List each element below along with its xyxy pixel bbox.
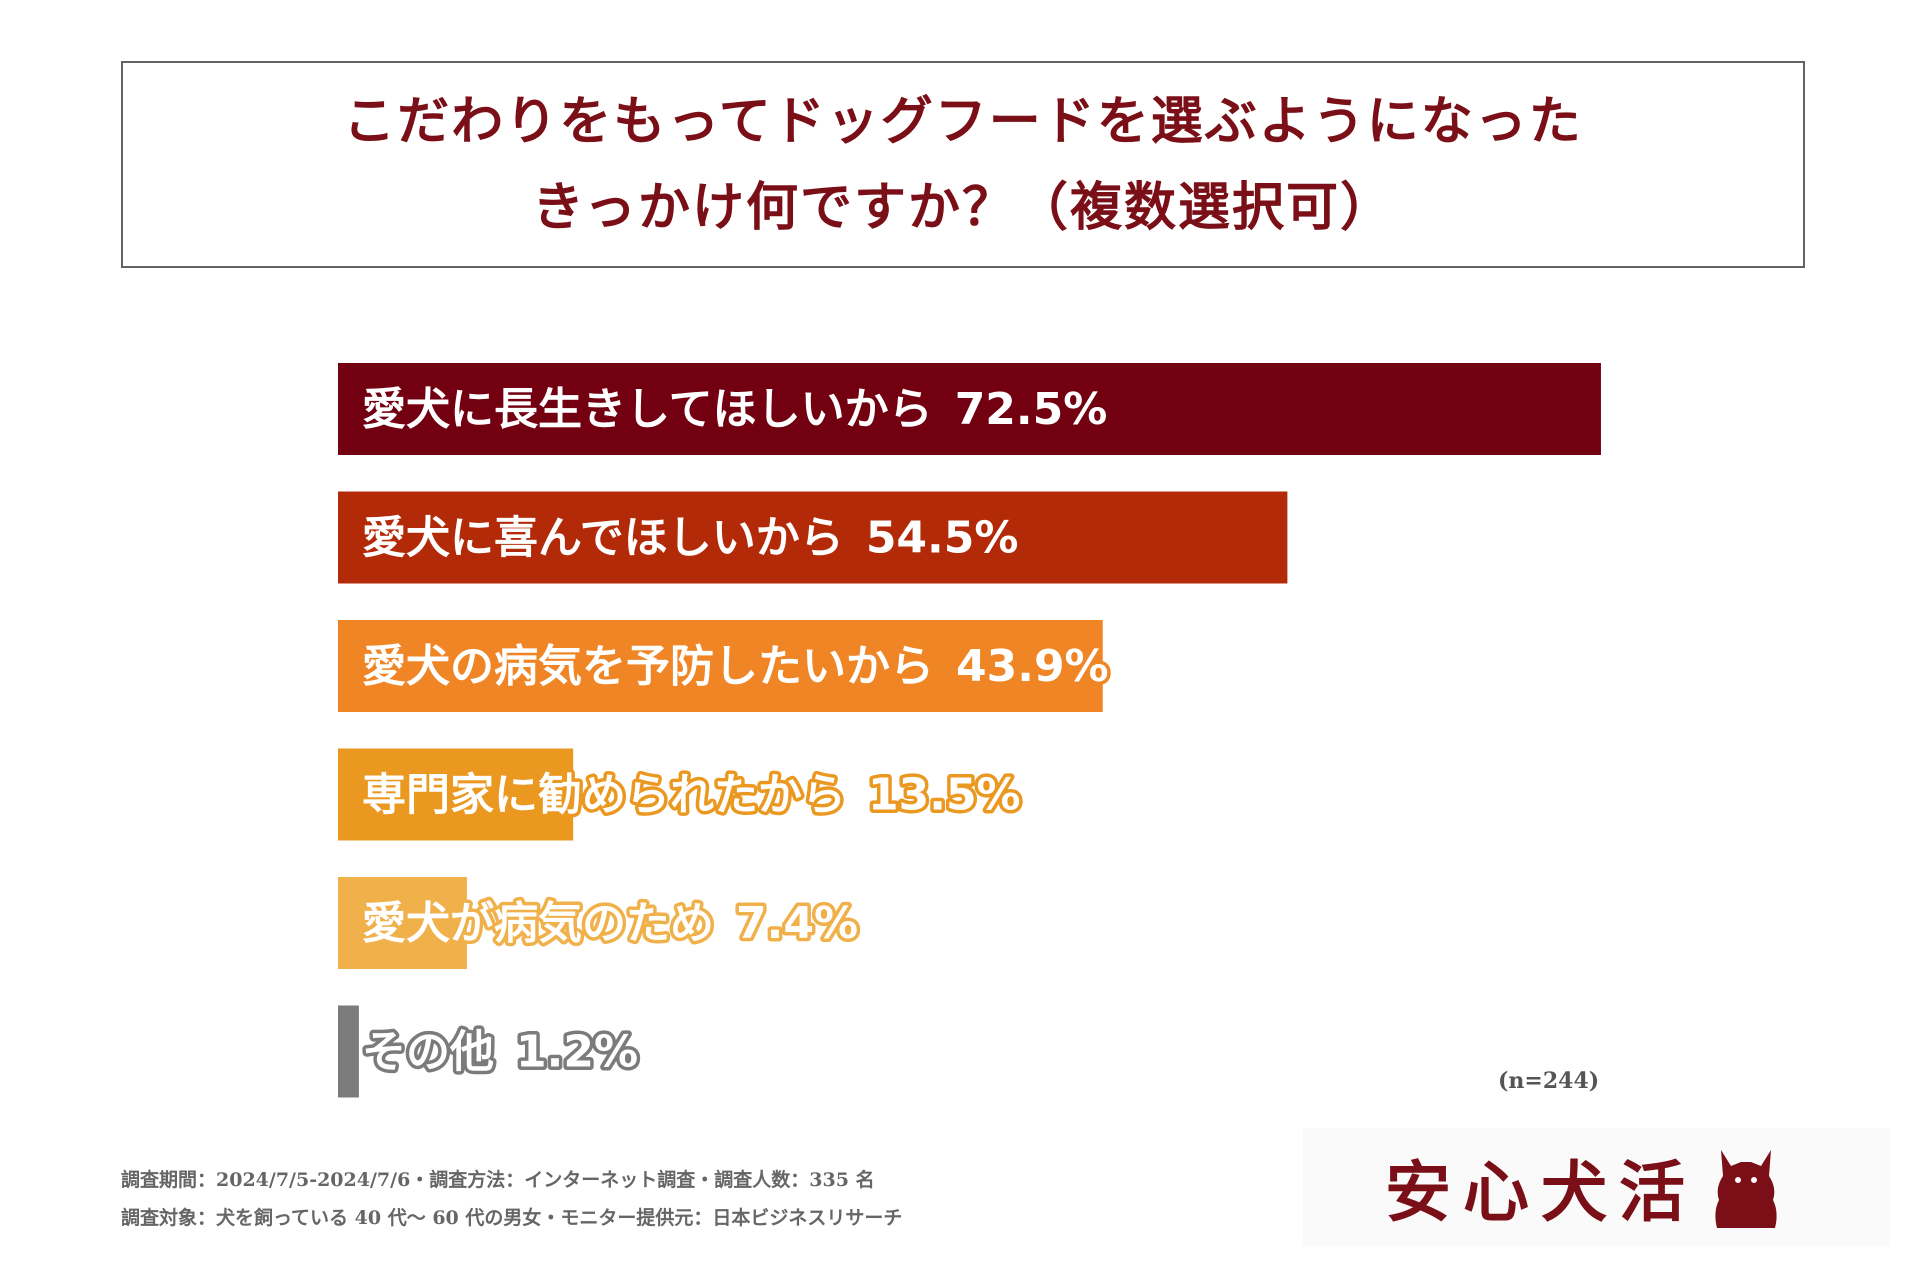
bar-label-2: 愛犬に喜んでほしいから 54.5%	[362, 513, 1018, 564]
value-label-2: 54.5%	[866, 513, 1019, 564]
title-line-2: きっかけ何ですか？（複数選択可）	[532, 176, 1394, 238]
footnote-survey-period: 調査期間：2024/7/5-2024/7/6・調査方法：インターネット調査・調査…	[121, 1169, 875, 1191]
bar-label-1: 愛犬に長生きしてほしいから 72.5%	[362, 384, 1107, 435]
bar-5	[338, 877, 467, 969]
category-label-6: その他	[362, 1027, 494, 1078]
logo-text: 安心犬活	[1385, 1153, 1697, 1231]
value-label-6: 1.2%	[516, 1027, 638, 1078]
title-box: こだわりをもってドッグフードを選ぶようになった きっかけ何ですか？（複数選択可）	[121, 61, 1805, 268]
category-label-4: 専門家に勧められたから	[362, 770, 846, 821]
bar-label-3: 愛犬の病気を予防したいから 43.9%	[362, 641, 1109, 692]
bar-6	[338, 1005, 359, 1098]
bar-1	[338, 363, 1601, 455]
dog-silhouette-icon	[1715, 1150, 1777, 1228]
value-label-5: 7.4%	[736, 898, 858, 949]
category-label-5: 愛犬が病気のため	[362, 898, 714, 949]
brand-logo: 安心犬活	[1303, 1128, 1890, 1246]
bar-label-5: 愛犬が病気のため 7.4%	[362, 898, 858, 949]
bar-4	[338, 748, 574, 841]
bar-3	[338, 620, 1103, 712]
bar-label-6: その他 1.2%	[362, 1027, 638, 1078]
bar-label-4: 専門家に勧められたから 13.5%	[362, 770, 1021, 821]
footnote-survey-target: 調査対象：犬を飼っている 40 代〜 60 代の男女・モニター提供元：日本ビジネ…	[121, 1207, 903, 1229]
category-label-1: 愛犬に長生きしてほしいから	[362, 384, 933, 435]
sample-size: (n=244)	[1498, 1068, 1600, 1094]
value-label-4: 13.5%	[868, 770, 1021, 821]
value-label-3: 43.9%	[956, 641, 1109, 692]
bar-2	[338, 491, 1288, 584]
value-label-1: 72.5%	[955, 384, 1108, 435]
bar-chart: 愛犬に長生きしてほしいから 72.5% 愛犬に喜んでほしいから 54.5% 愛犬の病気を…	[338, 363, 1601, 1098]
title-line-1: こだわりをもってドッグフードを選ぶようになった	[343, 90, 1583, 152]
category-label-2: 愛犬に喜んでほしいから	[362, 513, 844, 564]
category-label-3: 愛犬の病気を予防したいから	[362, 641, 934, 692]
